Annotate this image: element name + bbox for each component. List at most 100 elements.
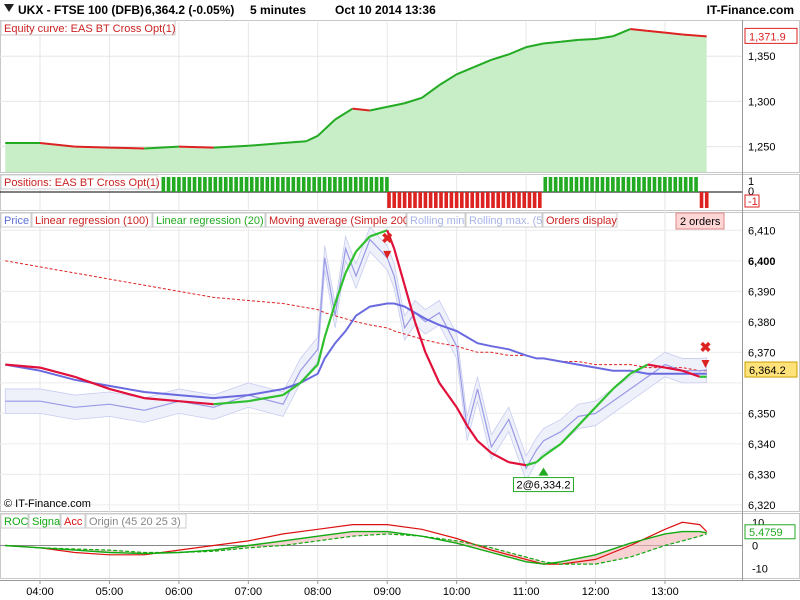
- position-bar: [301, 177, 306, 192]
- price-tick-label: 6,410: [748, 225, 776, 237]
- position-bar: [364, 177, 368, 192]
- price-legend-box: [31, 212, 153, 228]
- equity-segment: [595, 35, 614, 40]
- lr20-segment: [560, 424, 579, 445]
- position-bar: [402, 192, 407, 208]
- positions-tick-label: 0: [748, 186, 754, 198]
- equity-segment: [317, 118, 336, 137]
- sell-arrow-icon: [383, 250, 392, 259]
- position-bar: [428, 192, 433, 208]
- lr20-segment: [413, 321, 427, 353]
- position-bar: [255, 177, 259, 192]
- position-bar: [491, 192, 495, 208]
- equity-segment: [612, 28, 631, 38]
- position-bar: [637, 177, 641, 192]
- position-bar: [470, 192, 475, 208]
- lr20-segment: [594, 388, 614, 409]
- position-bar: [307, 177, 311, 192]
- price-tick-label: 6,320: [748, 500, 776, 512]
- position-bar: [647, 177, 652, 192]
- roc-legend-box: [85, 513, 187, 529]
- equity-segment: [421, 84, 440, 99]
- positions-tick-label: 1: [748, 176, 754, 188]
- price-line: [5, 238, 707, 470]
- position-bar: [423, 192, 428, 208]
- rolling-band: [4, 226, 708, 482]
- order-cross-icon: ✖: [700, 339, 712, 355]
- position-bar: [574, 177, 579, 192]
- price-legend-item: Linear regression (100): [35, 215, 149, 227]
- position-bar: [374, 177, 379, 192]
- roc-legend-box: [60, 513, 86, 529]
- position-bar: [265, 177, 270, 192]
- lr20-segment: [424, 351, 441, 384]
- dropdown-triangle-icon[interactable]: [4, 4, 14, 12]
- position-bar: [486, 192, 490, 208]
- position-bar: [322, 177, 327, 192]
- lr20-segment: [323, 303, 337, 338]
- equity-segment: [630, 28, 648, 32]
- lr20-segment: [681, 369, 701, 378]
- equity-segment: [508, 46, 527, 56]
- position-bar: [260, 177, 264, 192]
- x-axis-label: 12:00: [582, 586, 610, 598]
- position-bar: [182, 177, 186, 192]
- equity-segment: [491, 53, 510, 61]
- roc-last-value: 5.4759: [749, 527, 783, 539]
- roc-tick-label: 0: [752, 541, 758, 553]
- equity-segment: [352, 107, 370, 112]
- lr20-segment: [438, 382, 458, 408]
- position-bar: [218, 177, 223, 192]
- positions-last-box: [744, 194, 760, 208]
- equity-segment: [109, 146, 145, 150]
- position-bar: [668, 177, 672, 192]
- lr20-segment: [476, 440, 493, 454]
- roc-legend-item: Signal: [32, 516, 63, 528]
- position-bar: [585, 177, 589, 192]
- roc-legend-item: ROC: [4, 516, 29, 528]
- equity-segment: [473, 58, 492, 68]
- position-bar: [291, 177, 296, 192]
- position-bar: [392, 192, 397, 208]
- lr20-segment: [282, 381, 302, 396]
- orders-badge-box: [675, 212, 725, 230]
- symbol-label: UKX - FTSE 100 (DFB): [18, 3, 145, 17]
- equity-segment: [213, 144, 249, 149]
- lr20-segment: [490, 452, 510, 464]
- equity-tick-label: 1,300: [748, 96, 776, 108]
- equity-segment: [39, 142, 75, 148]
- lr20-segment: [525, 461, 537, 467]
- lr20-segment: [344, 251, 357, 274]
- position-bar: [699, 192, 704, 208]
- lr20-segment: [316, 336, 326, 365]
- equity-legend: Equity curve: EAS BT Cross Opt(1): [4, 23, 176, 35]
- x-axis-label: 10:00: [443, 586, 471, 598]
- lr20-segment: [629, 363, 649, 375]
- signal-line: [5, 533, 707, 565]
- price-legend-item: Rolling min. (5): [410, 215, 484, 227]
- lr20-segment: [577, 406, 597, 427]
- position-bar: [506, 192, 511, 208]
- position-bar: [203, 177, 207, 192]
- position-bar: [379, 177, 384, 192]
- acc-line: [5, 521, 708, 565]
- lr20-segment: [612, 372, 632, 390]
- position-bar: [270, 177, 275, 192]
- lr20-segment: [248, 393, 284, 403]
- position-bar: [663, 177, 667, 192]
- equity-segment: [387, 102, 405, 108]
- interval-label[interactable]: 5 minutes: [250, 3, 307, 17]
- equity-segment: [144, 145, 179, 150]
- position-bar: [642, 177, 646, 192]
- lr20-segment: [355, 235, 371, 253]
- lr20-segment: [213, 400, 249, 406]
- position-bar: [611, 177, 615, 192]
- position-bar: [229, 177, 233, 192]
- equity-segment: [543, 40, 561, 45]
- position-bar: [177, 177, 181, 192]
- lr20-segment: [386, 229, 396, 250]
- datetime-label: Oct 10 2014 13:36: [335, 3, 436, 17]
- equity-segment: [248, 142, 284, 147]
- position-bar: [369, 177, 374, 192]
